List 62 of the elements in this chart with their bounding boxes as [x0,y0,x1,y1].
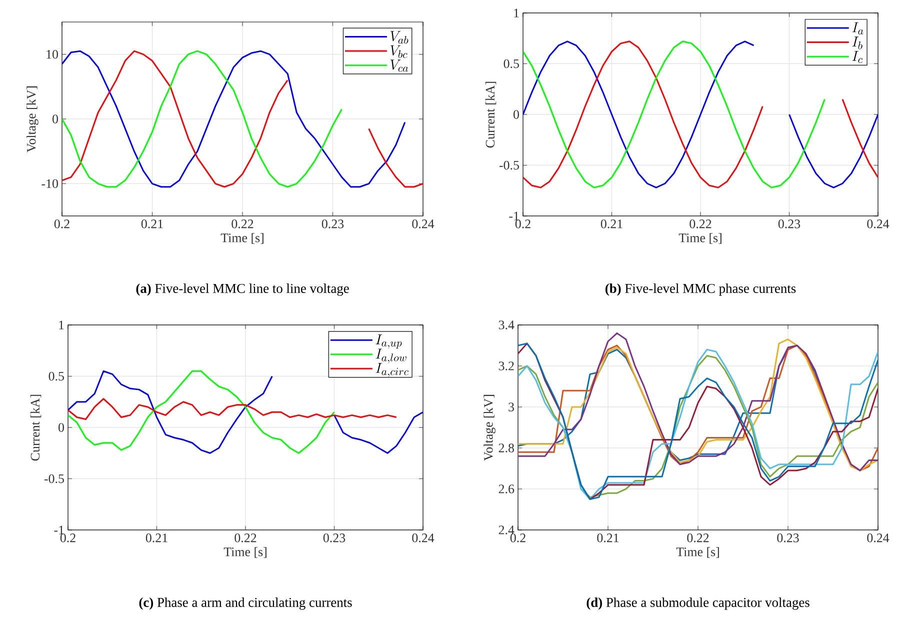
x-axis-title: Time [s] [676,547,719,558]
x-tick-label: 0.23 [322,220,344,228]
x-axis-title: Time [s] [224,547,266,558]
x-tick-label: 0.22 [690,220,712,228]
x-tick-label: 0.22 [687,534,709,542]
x-tick-label: 0.2 [54,220,70,228]
x-tick-label: 0.21 [600,220,622,228]
y-axis-title: Current [kA] [485,82,496,148]
text: (b) Five-level MMC phase currents [605,284,796,296]
legend-label: $I_{c}$ [852,50,862,64]
y-tick-label: -0.5 [44,474,64,484]
x-tick-label: 0.21 [597,534,619,542]
y-tick-label: 3.2 [498,362,514,370]
y-tick-label: 0.5 [48,372,64,381]
y-tick-label: 0 [514,110,519,119]
x-tick-label: 0.24 [867,534,890,542]
text: (c) Phase a arm and circulating currents [139,598,352,610]
legend-label: $I_{a}$ [852,22,864,34]
legend-label: $I_{b}$ [852,36,862,50]
y-tick-label: 0 [58,423,64,432]
x-tick-label: 0.22 [234,534,256,542]
y-tick-label: 10 [46,50,58,59]
x-tick-label: 0.24 [412,534,434,542]
y-tick-label: -10 [42,179,58,188]
x-tick-label: 0.21 [146,534,168,542]
x-tick-label: 0.2 [515,220,530,228]
legend-label: $I_{a,circ}$ [376,363,408,378]
x-tick-label: 0.21 [141,220,163,228]
x-tick-label: 0.2 [510,534,526,542]
legend-label: $V_{ab}$ [390,31,408,44]
x-tick-label: 0.23 [778,220,800,228]
y-axis-title: Voltage [kV] [484,394,496,461]
legend-label: $V_{ca}$ [390,60,408,72]
y-tick-label: -1 [509,212,519,220]
x-tick-label: 0.24 [867,220,890,228]
x-tick-label: 0.23 [777,534,799,542]
y-tick-label: 3 [508,402,514,412]
legend-label: $I_{a,up}$ [376,334,402,348]
y-tick-label: 3.4 [498,320,514,330]
line-series [62,50,343,188]
legend-label: $I_{a,low}$ [376,348,406,364]
x-tick-label: 0.22 [232,220,254,228]
x-tick-label: 0.24 [412,220,434,228]
y-tick-label: -1 [54,526,64,534]
y-tick-label: 2.8 [498,444,514,452]
text: (a) Five-level MMC line to line voltage [136,284,349,296]
y-tick-label: 1 [59,320,64,330]
y-tick-label: 1 [514,8,519,18]
line-series [68,398,398,420]
y-tick-label: 2.4 [498,526,514,534]
y-axis-title: Voltage [kV] [26,86,38,152]
y-tick-label: 0.5 [504,59,519,68]
y-tick-label: 0 [52,114,58,124]
x-tick-label: 0.2 [60,534,76,542]
legend-label: $V_{bc}$ [390,45,408,58]
x-axis-title: Time [s] [220,233,264,244]
y-axis-title: Current [kA] [30,394,42,461]
x-axis-title: Time [s] [678,233,722,244]
text: (d) Phase a submodule capacitor voltages [586,598,810,610]
y-tick-label: -0.5 [499,160,519,170]
x-tick-label: 0.23 [323,534,346,542]
y-tick-label: 2.6 [498,484,514,494]
